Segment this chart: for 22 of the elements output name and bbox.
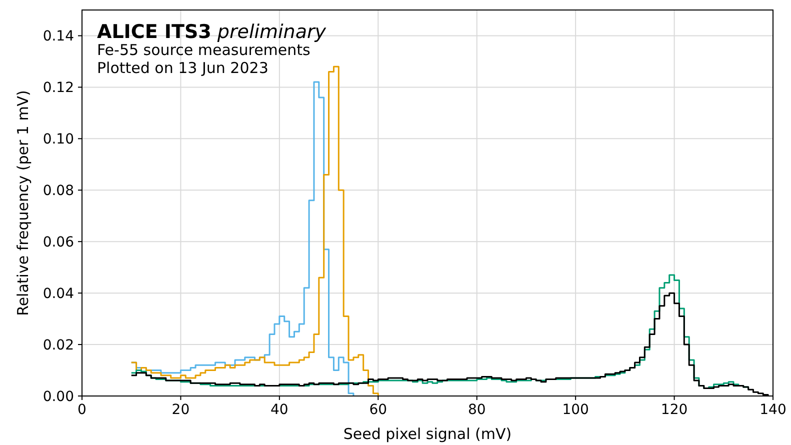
y-tick-label: 0.02 [42, 337, 74, 354]
y-tick-label: 0.08 [42, 183, 74, 200]
x-axis-title: Seed pixel signal (mV) [343, 425, 512, 443]
x-tick-label: 40 [270, 402, 288, 418]
y-tick-label: 0.14 [42, 28, 74, 45]
x-tick-label: 100 [562, 402, 589, 418]
x-tick-label: 80 [468, 402, 486, 418]
y-tick-label: 0.00 [42, 388, 74, 405]
x-tick-label: 0 [78, 402, 86, 418]
text: preliminary [211, 21, 327, 43]
x-tick-label: 140 [760, 402, 786, 418]
annotation: Plotted on 13 Jun 2023 [97, 59, 268, 77]
x-tick-label: 120 [660, 402, 688, 418]
y-tick-label: 0.06 [42, 234, 74, 250]
y-tick-label: 0.10 [42, 132, 74, 148]
y-axis-title: Relative frequency (per 1 mV) [14, 90, 32, 316]
y-tick-label: 0.12 [42, 80, 74, 96]
y-tick-label: 0.04 [42, 286, 74, 302]
text: ALICE ITS3 [97, 21, 212, 43]
x-tick-label: 20 [172, 402, 190, 418]
x-tick-label: 60 [369, 402, 388, 418]
annotation: Fe-55 source measurements [97, 41, 311, 59]
